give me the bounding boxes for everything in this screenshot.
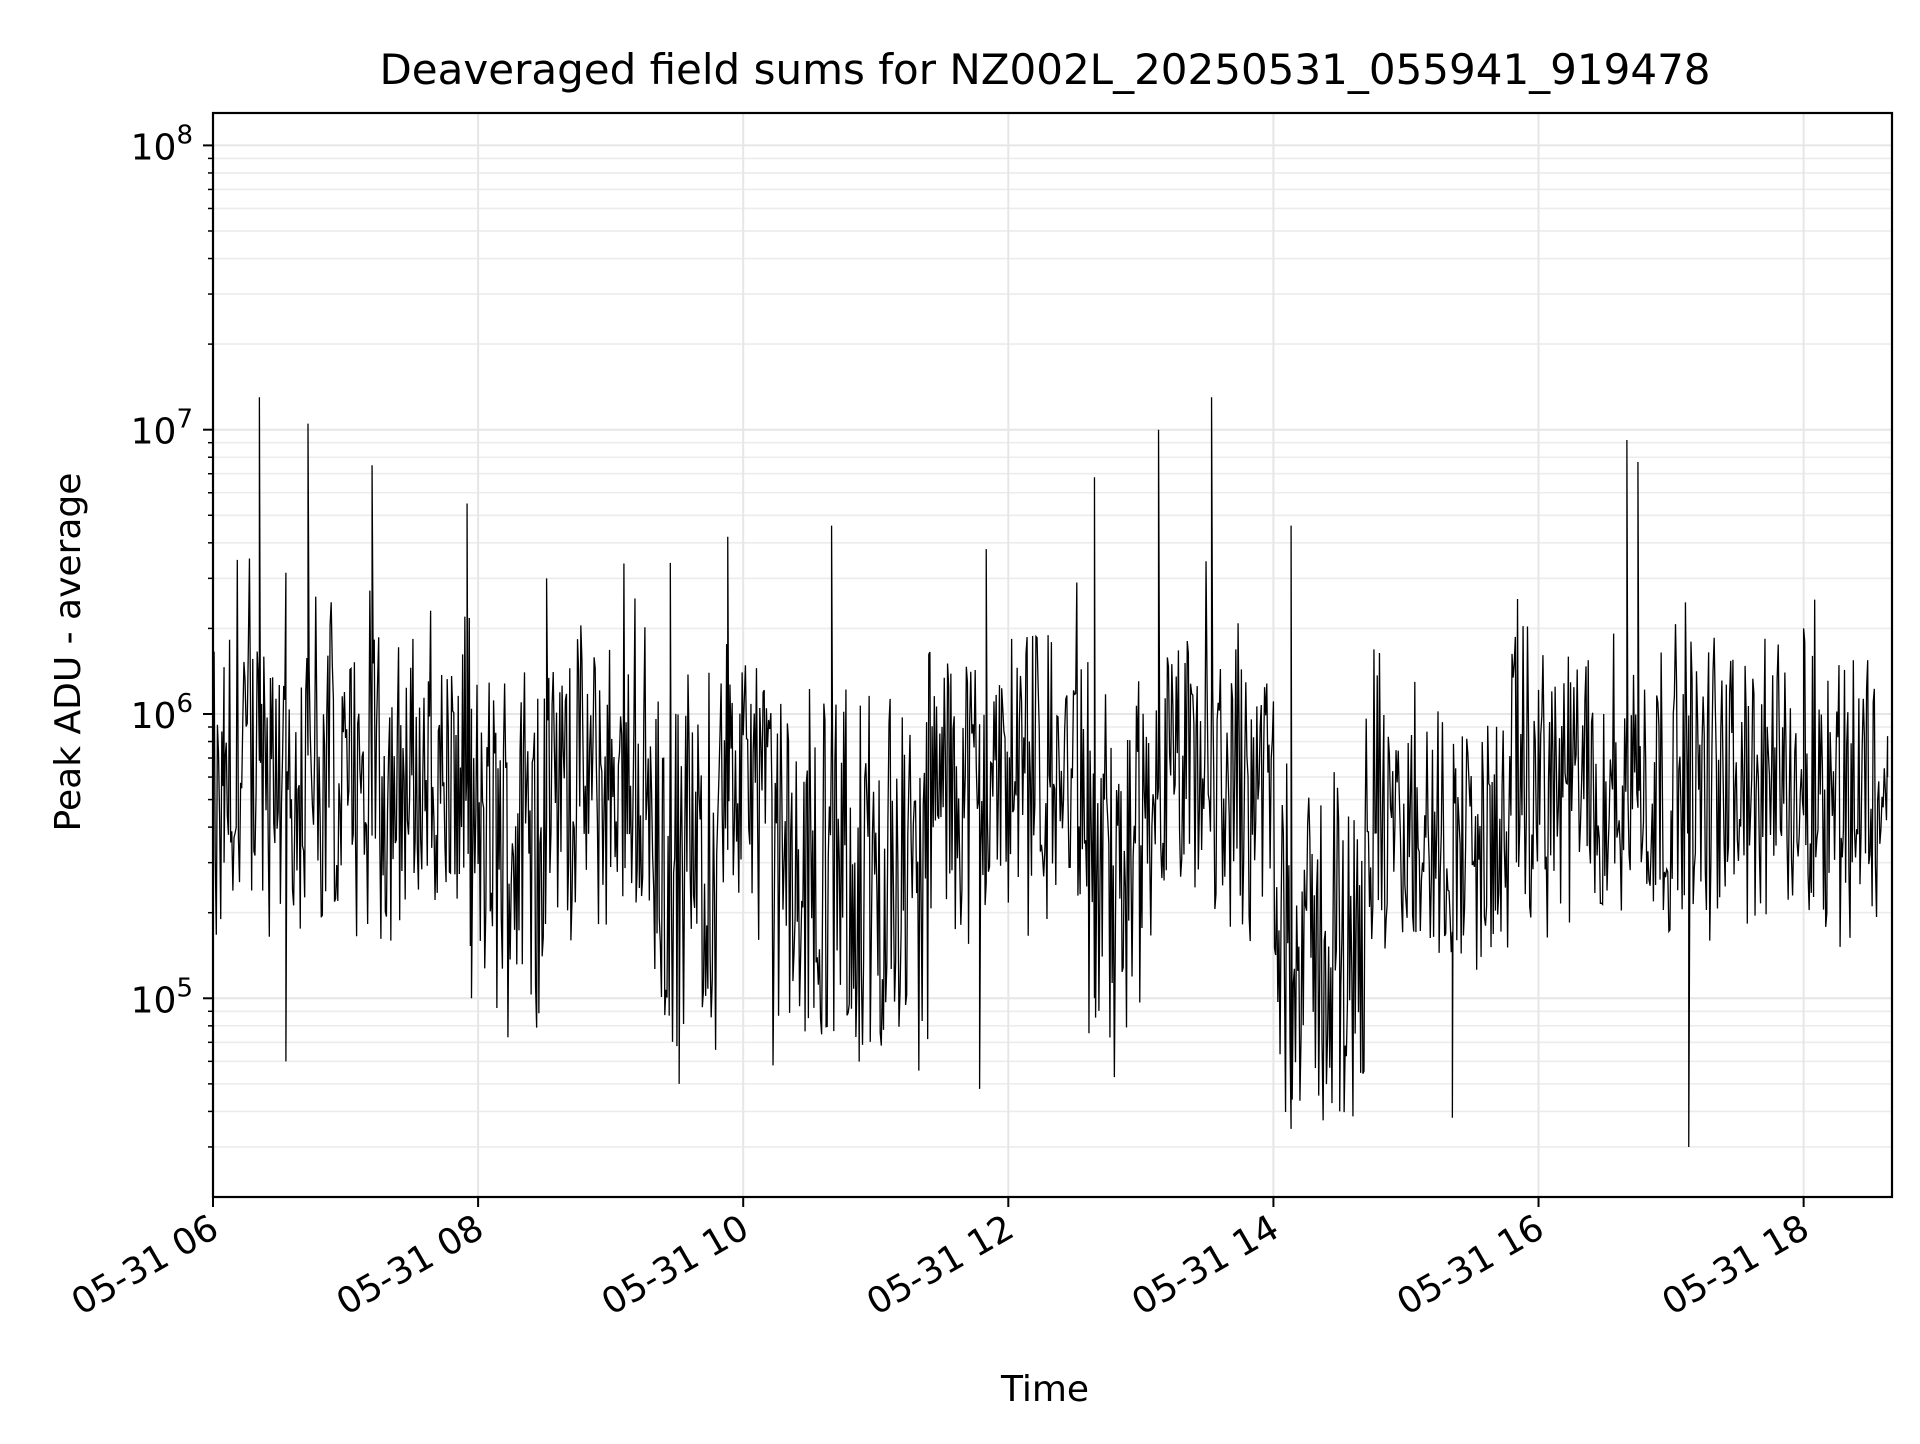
plot-frame (211, 111, 1894, 1199)
x-tick-label: 05-31 06 (65, 1207, 226, 1323)
series-line (212, 397, 1889, 1147)
x-tick-label: 05-31 16 (1390, 1207, 1551, 1323)
x-tick-label: 05-31 08 (330, 1207, 491, 1323)
y-tick-label: 106 (131, 689, 193, 737)
x-axis-label: Time (1000, 1369, 1089, 1410)
y-tick-label: 105 (131, 973, 193, 1021)
x-tick-label: 05-31 12 (860, 1207, 1021, 1323)
x-tick-label: 05-31 14 (1125, 1207, 1286, 1323)
y-tick-label: 107 (131, 405, 193, 453)
y-tick-label: 108 (131, 120, 193, 168)
y-axis-label: Peak ADU - average (48, 473, 89, 832)
x-tick-label: 05-31 18 (1655, 1207, 1816, 1323)
chart-title: Deaveraged field sums for NZ002L_2025053… (379, 45, 1710, 94)
x-tick-label: 05-31 10 (595, 1207, 756, 1323)
data-series (212, 397, 1889, 1147)
